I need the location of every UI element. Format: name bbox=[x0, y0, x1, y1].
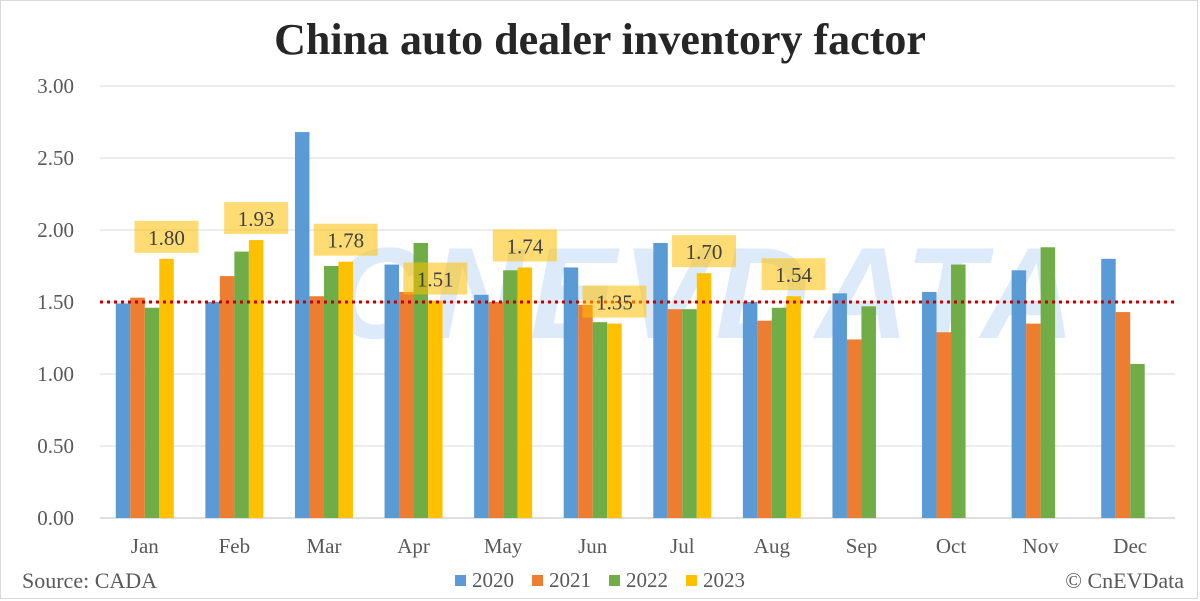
bar-2022-mar bbox=[323, 266, 339, 518]
bar-2021-apr bbox=[399, 291, 414, 518]
bar-2022-aug bbox=[771, 307, 787, 518]
data-label-box bbox=[672, 235, 737, 268]
bar-2021-nov bbox=[1026, 323, 1041, 518]
bar-2022-jul bbox=[682, 309, 697, 518]
x-tick-label: Aug bbox=[754, 534, 791, 558]
bar-2023-jan bbox=[159, 258, 174, 518]
data-label-box bbox=[403, 262, 468, 295]
x-tick-label: Jun bbox=[578, 534, 608, 558]
legend-label: 2020 bbox=[472, 568, 514, 592]
legend-swatch bbox=[609, 575, 620, 586]
chart-title: China auto dealer inventory factor bbox=[274, 15, 926, 64]
data-label-box bbox=[761, 258, 826, 291]
data-label-2023: 1.78 bbox=[327, 229, 364, 253]
source-note: Source: CADA bbox=[22, 568, 158, 593]
data-label-2023: 1.51 bbox=[417, 268, 454, 292]
bar-2020-may bbox=[474, 294, 489, 518]
bar-2023-apr bbox=[428, 300, 443, 518]
data-label-2023: 1.74 bbox=[507, 234, 544, 258]
x-tick-label: Jan bbox=[131, 534, 159, 558]
bar-2023-jun bbox=[607, 323, 622, 518]
bar-2023-feb bbox=[248, 240, 264, 518]
data-label-box bbox=[224, 202, 289, 235]
bar-2021-sep bbox=[846, 339, 862, 518]
legend-item-2023: 2023 bbox=[686, 568, 745, 593]
y-tick-label: 1.50 bbox=[37, 290, 74, 314]
data-label-box bbox=[492, 229, 557, 262]
legend-item-2021: 2021 bbox=[532, 568, 591, 593]
bar-2023-mar bbox=[338, 261, 353, 518]
x-tick-label: Feb bbox=[219, 534, 251, 558]
bar-2022-feb bbox=[234, 251, 249, 518]
x-tick-label: May bbox=[484, 534, 523, 558]
legend-swatch bbox=[686, 575, 697, 586]
bar-2020-jun bbox=[563, 267, 579, 518]
x-tick-label: Mar bbox=[306, 534, 341, 558]
bar-2023-aug bbox=[786, 296, 801, 518]
bar-2020-mar bbox=[294, 132, 310, 518]
bar-2021-jul bbox=[667, 309, 683, 518]
data-label-box bbox=[582, 285, 647, 318]
data-label-2023: 1.80 bbox=[148, 226, 185, 250]
bar-2022-may bbox=[503, 270, 518, 518]
legend-label: 2023 bbox=[703, 568, 745, 592]
bar-2020-sep bbox=[832, 293, 847, 518]
y-tick-label: 2.50 bbox=[37, 146, 74, 170]
bar-2022-jan bbox=[144, 307, 160, 518]
y-tick-label: 0.50 bbox=[37, 434, 74, 458]
bar-2021-jan bbox=[130, 297, 145, 518]
bar-2021-mar bbox=[309, 296, 324, 518]
bar-2022-sep bbox=[861, 306, 876, 518]
x-tick-label: Jul bbox=[670, 534, 695, 558]
legend: 2020 2021 2022 2023 bbox=[0, 568, 1200, 593]
y-tick-label: 1.00 bbox=[37, 362, 74, 386]
bar-2020-feb bbox=[205, 302, 220, 518]
data-label-2023: 1.35 bbox=[596, 291, 633, 315]
bar-2022-apr bbox=[413, 242, 429, 518]
data-label-2023: 1.54 bbox=[775, 263, 812, 287]
bar-2022-oct bbox=[951, 264, 966, 518]
bar-2021-may bbox=[488, 302, 504, 518]
bar-2022-nov bbox=[1040, 247, 1056, 518]
x-tick-label: Apr bbox=[397, 534, 430, 558]
bar-2023-may bbox=[517, 267, 533, 518]
legend-swatch bbox=[532, 575, 543, 586]
x-tick-label: Nov bbox=[1023, 534, 1060, 558]
data-label-2023: 1.93 bbox=[238, 207, 275, 231]
bar-2020-oct bbox=[922, 291, 937, 518]
data-label-box bbox=[134, 220, 199, 253]
legend-label: 2022 bbox=[626, 568, 668, 592]
data-label-2023: 1.70 bbox=[686, 240, 723, 264]
bar-2021-oct bbox=[936, 332, 952, 518]
y-tick-label: 2.00 bbox=[37, 218, 74, 242]
x-tick-label: Dec bbox=[1113, 534, 1147, 558]
x-tick-label: Oct bbox=[936, 534, 966, 558]
x-tick-label: Sep bbox=[846, 534, 878, 558]
bar-2021-feb bbox=[219, 276, 235, 518]
legend-item-2020: 2020 bbox=[455, 568, 514, 593]
bar-2020-aug bbox=[742, 302, 758, 518]
bar-2020-dec bbox=[1101, 258, 1116, 518]
legend-item-2022: 2022 bbox=[609, 568, 668, 593]
bar-2021-dec bbox=[1115, 312, 1131, 518]
y-tick-label: 0.00 bbox=[37, 506, 74, 530]
bar-2022-jun bbox=[592, 322, 608, 518]
legend-label: 2021 bbox=[549, 568, 591, 592]
bar-2022-dec bbox=[1130, 363, 1145, 518]
bar-2020-nov bbox=[1011, 270, 1027, 518]
bar-2020-jan bbox=[115, 303, 131, 518]
bar-2020-apr bbox=[384, 264, 400, 518]
copyright-note: © CnEVData bbox=[1065, 568, 1184, 593]
bar-2021-jun bbox=[578, 304, 593, 518]
data-label-box bbox=[313, 223, 378, 256]
bar-2023-jul bbox=[696, 273, 712, 518]
bar-2020-jul bbox=[653, 242, 668, 518]
bar-2021-aug bbox=[757, 320, 772, 518]
y-tick-label: 3.00 bbox=[37, 74, 74, 98]
legend-swatch bbox=[455, 575, 466, 586]
